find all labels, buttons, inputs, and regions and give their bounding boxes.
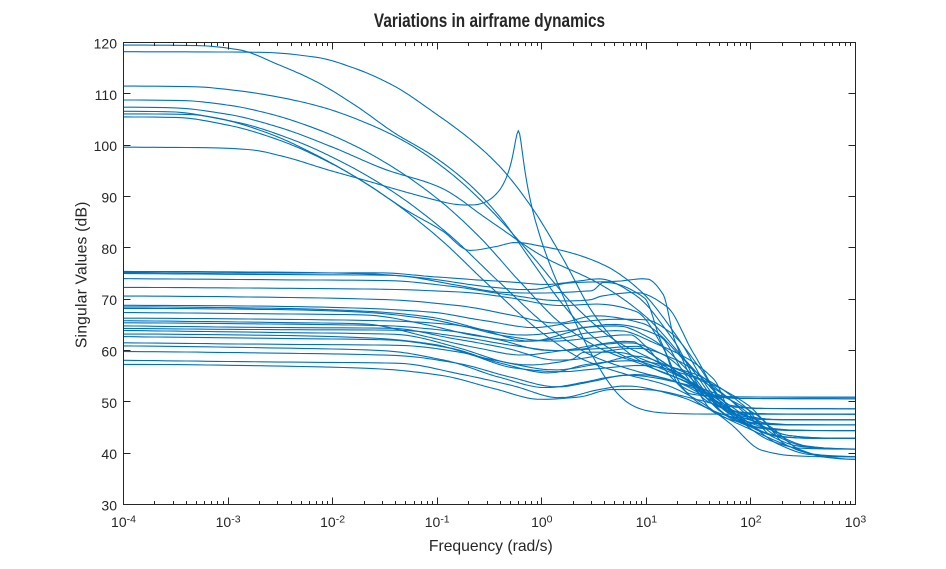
svg-text:Singular Values (dB): Singular Values (dB) [74, 201, 91, 348]
svg-text:100: 100 [94, 138, 118, 154]
svg-text:110: 110 [95, 87, 118, 103]
svg-text:80: 80 [101, 241, 117, 257]
svg-text:120: 120 [94, 36, 118, 52]
svg-text:90: 90 [101, 190, 117, 206]
svg-text:60: 60 [101, 344, 117, 360]
svg-text:50: 50 [101, 395, 117, 411]
svg-text:Variations in airframe dynamic: Variations in airframe dynamics [374, 9, 605, 31]
svg-text:70: 70 [101, 292, 117, 308]
svg-text:40: 40 [101, 446, 117, 462]
svg-text:30: 30 [101, 498, 117, 514]
svg-text:Frequency (rad/s): Frequency (rad/s) [429, 538, 553, 555]
